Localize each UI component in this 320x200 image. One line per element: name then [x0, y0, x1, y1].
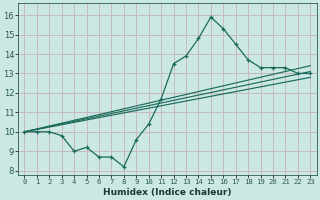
- X-axis label: Humidex (Indice chaleur): Humidex (Indice chaleur): [103, 188, 232, 197]
